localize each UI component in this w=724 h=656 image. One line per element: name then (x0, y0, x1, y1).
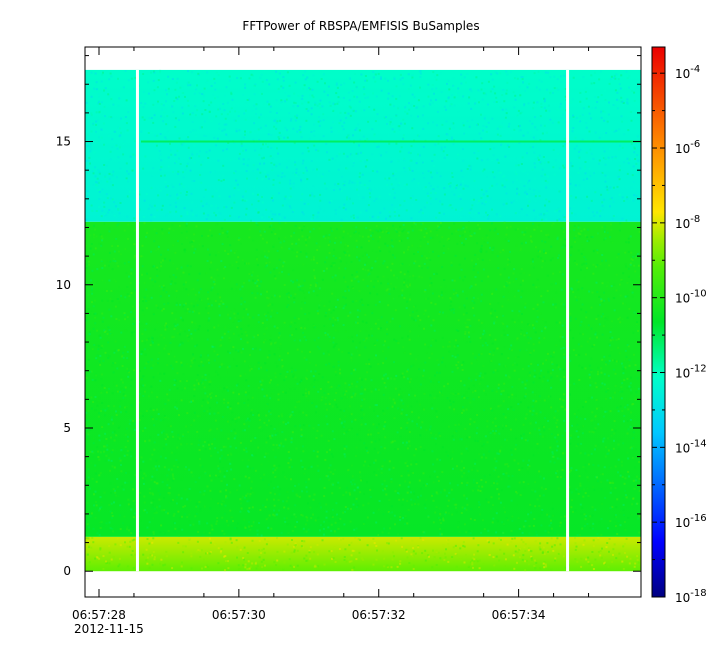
plot-frame (84, 46, 642, 598)
axes: 0 5 10 15 06:57:28 06:57:30 06:57:32 06:57:34 (56, 46, 642, 622)
x-tick-label: 06:57:32 (352, 608, 406, 622)
y-tick-label: 5 (63, 421, 71, 435)
heatmap-band-0 (85, 536, 641, 572)
y-tick-label: 0 (63, 564, 71, 578)
heatmap-plot (85, 47, 641, 597)
data-gap-1 (566, 69, 570, 572)
data-gap-0 (135, 69, 139, 572)
colorbar: 10-4 10-6 10-8 10-10 10-12 10-14 10-16 10-18 (651, 46, 707, 605)
colorbar-tick-label: 10-14 (675, 438, 707, 455)
line-feature (140, 140, 641, 143)
y-tick-label: 10 (56, 278, 71, 292)
heatmap-texture (85, 69, 641, 572)
colorbar-tick-label: 10-6 (675, 139, 700, 156)
colorbar-tick-label: 10-12 (675, 364, 707, 381)
x-tick-label: 06:57:28 (72, 608, 126, 622)
x-tick-label: 06:57:34 (492, 608, 546, 622)
x-tick-label: 06:57:30 (212, 608, 266, 622)
colorbar-tick-label: 10-8 (675, 214, 700, 231)
y-tick-label: 15 (56, 135, 71, 149)
colorbar-tick-label: 10-4 (675, 64, 700, 81)
colorbar-scale (651, 46, 666, 598)
colorbar-tick-label: 10-16 (675, 513, 707, 530)
colorbar-tick-label: 10-18 (675, 588, 707, 605)
x-date-label: 2012-11-15 (74, 622, 144, 636)
colorbar-tick-label: 10-10 (675, 289, 707, 306)
chart-title: FFTPower of RBSPA/EMFISIS BuSamples (242, 19, 479, 33)
